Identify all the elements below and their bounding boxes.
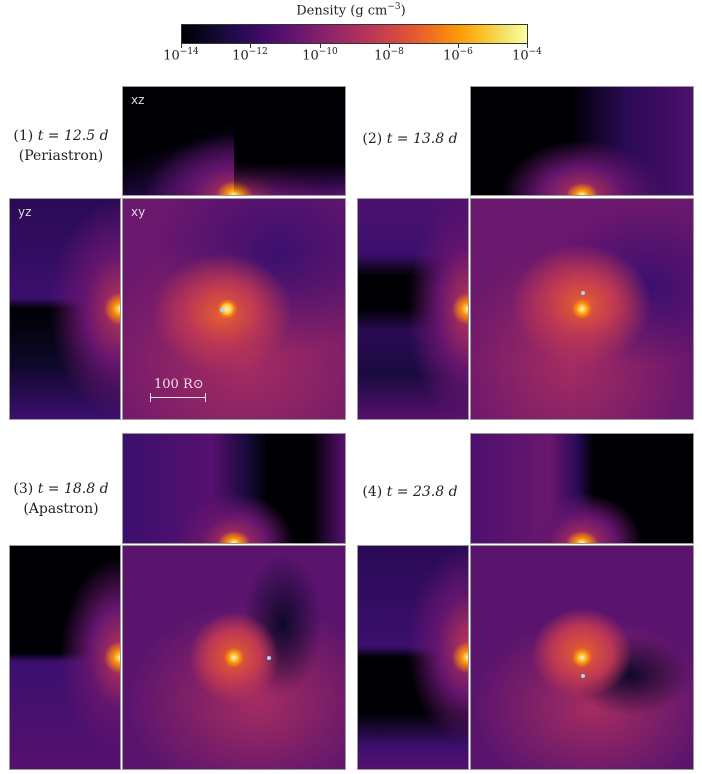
snapshot-1-label: (1) t = 12.5 d (Periastron) xyxy=(13,128,109,164)
snapshot-1-xz-panel: xz xyxy=(122,86,346,196)
colorbar-tick-label: 10−8 xyxy=(374,47,404,64)
snapshot-3-yz-panel xyxy=(9,545,121,770)
colorbar-tick xyxy=(389,44,390,48)
companion-star xyxy=(581,291,585,295)
snapshot-4-xz-panel xyxy=(470,433,694,544)
snapshot-4-yz-panel xyxy=(357,545,469,770)
colorbar-tick xyxy=(527,44,528,48)
companion-star xyxy=(220,308,224,312)
snapshot-4-label: (4) t = 23.8 d xyxy=(362,484,458,500)
snapshot-2-label: (2) t = 13.8 d xyxy=(362,131,458,147)
density-void xyxy=(234,87,345,195)
primary-star xyxy=(221,303,233,315)
plane-label-yz: yz xyxy=(18,205,32,219)
colorbar-tick-label: 10−14 xyxy=(163,47,199,64)
snapshot-1-yz-panel: yz xyxy=(9,198,121,420)
colorbar-tick xyxy=(320,44,321,48)
colorbar-tick xyxy=(250,44,251,48)
scale-bar-label: 100 R⊙ xyxy=(154,377,204,392)
companion-star xyxy=(267,656,271,660)
colorbar-tick-label: 10−12 xyxy=(232,47,268,64)
snapshot-3-label: (3) t = 18.8 d (Apastron) xyxy=(13,481,109,517)
plane-label-xy: xy xyxy=(131,205,146,219)
colorbar xyxy=(181,24,528,44)
snapshot-3-xz-panel xyxy=(122,433,346,544)
snapshot-2-yz-panel xyxy=(357,198,469,420)
colorbar-tick-label: 10−4 xyxy=(512,47,542,64)
snapshot-4-xy-panel xyxy=(470,545,694,770)
companion-star xyxy=(581,674,585,678)
snapshot-2-xy-panel xyxy=(470,198,694,420)
colorbar-tick xyxy=(181,44,182,48)
colorbar-title: Density (g cm−3) xyxy=(296,2,406,19)
snapshot-2-xz-panel xyxy=(470,86,694,196)
snapshot-1-xy-panel: xy 100 R⊙ xyxy=(122,198,346,420)
colorbar-tick-label: 10−6 xyxy=(443,47,473,64)
colorbar-tick xyxy=(458,44,459,48)
colorbar-tick-label: 10−10 xyxy=(302,47,338,64)
plane-label-xz: xz xyxy=(131,93,145,107)
scale-bar-line xyxy=(150,393,206,402)
snapshot-3-xy-panel xyxy=(122,545,346,770)
